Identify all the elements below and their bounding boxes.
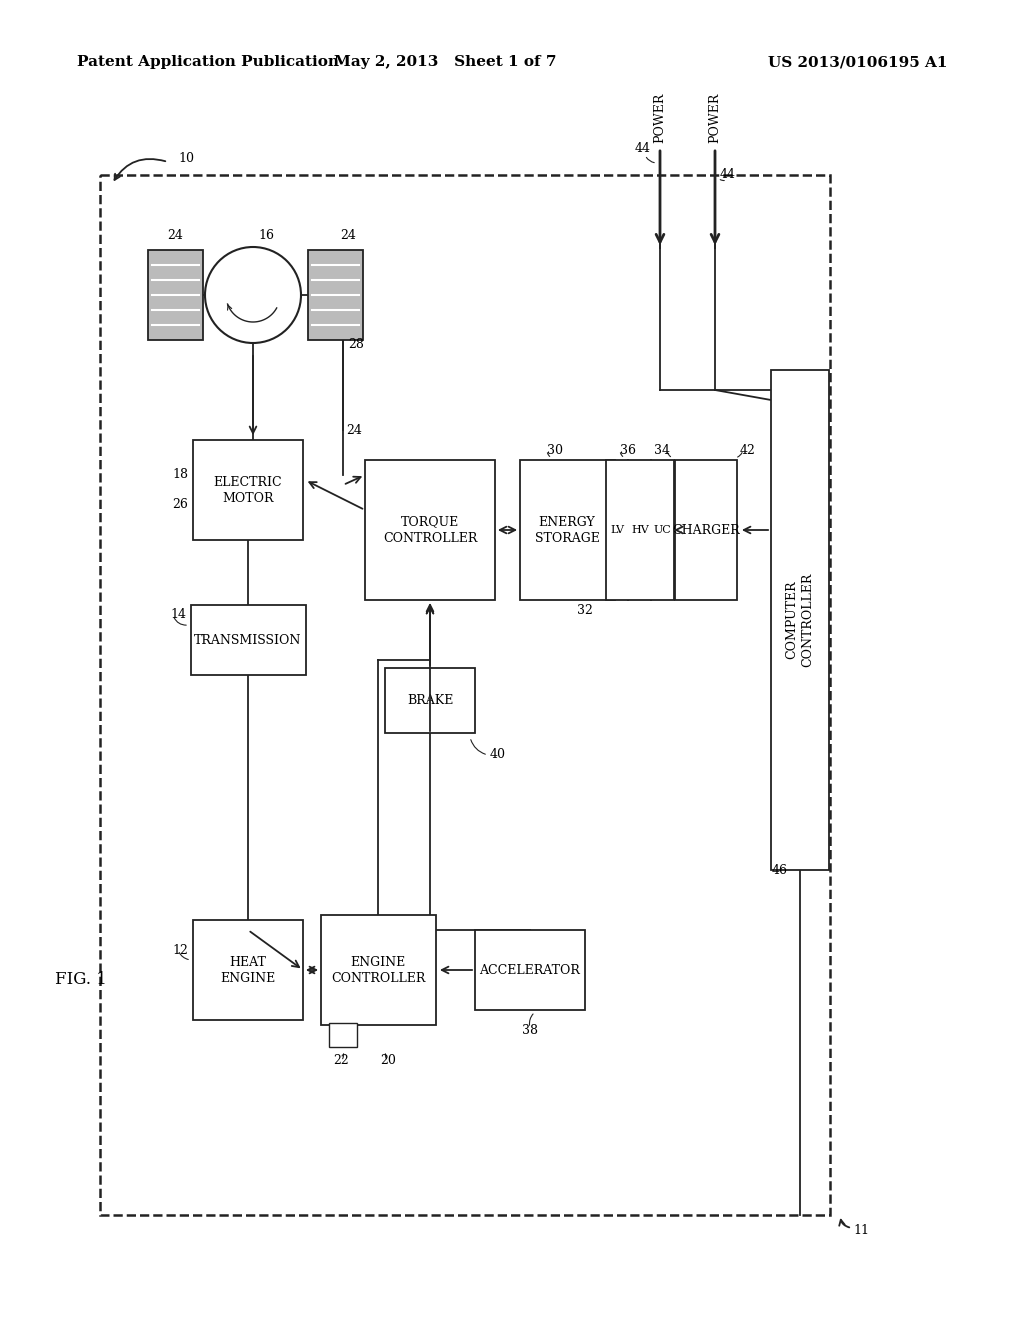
Text: 11: 11 [853, 1224, 869, 1237]
Text: 10: 10 [178, 152, 194, 165]
FancyBboxPatch shape [385, 668, 475, 733]
Text: FIG. 1: FIG. 1 [55, 972, 106, 989]
FancyBboxPatch shape [193, 440, 303, 540]
Text: 24: 24 [340, 228, 356, 242]
Text: 42: 42 [740, 444, 756, 457]
Text: 44: 44 [720, 169, 736, 181]
Text: 24: 24 [167, 228, 183, 242]
Text: 46: 46 [772, 863, 788, 876]
Text: May 2, 2013   Sheet 1 of 7: May 2, 2013 Sheet 1 of 7 [334, 55, 557, 70]
Text: 12: 12 [172, 944, 188, 957]
Text: US 2013/0106195 A1: US 2013/0106195 A1 [768, 55, 947, 70]
FancyBboxPatch shape [771, 370, 829, 870]
Text: ENERGY
STORAGE: ENERGY STORAGE [535, 516, 599, 544]
Text: 40: 40 [490, 748, 506, 762]
Text: 14: 14 [170, 609, 186, 622]
FancyBboxPatch shape [606, 459, 674, 601]
Text: Patent Application Publication: Patent Application Publication [77, 55, 339, 70]
Text: 26: 26 [172, 499, 188, 511]
Text: 16: 16 [258, 228, 274, 242]
FancyBboxPatch shape [475, 931, 585, 1010]
FancyBboxPatch shape [675, 459, 737, 601]
Text: TORQUE
CONTROLLER: TORQUE CONTROLLER [383, 516, 477, 544]
Text: ELECTRIC
MOTOR: ELECTRIC MOTOR [214, 475, 283, 504]
Text: 18: 18 [172, 469, 188, 482]
Text: ENGINE
CONTROLLER: ENGINE CONTROLLER [331, 956, 425, 985]
Text: 22: 22 [333, 1055, 349, 1068]
Text: HEAT
ENGINE: HEAT ENGINE [220, 956, 275, 985]
FancyBboxPatch shape [519, 459, 614, 601]
Text: TRANSMISSION: TRANSMISSION [195, 634, 302, 647]
Text: HV: HV [631, 525, 649, 535]
FancyBboxPatch shape [148, 249, 203, 341]
Text: 38: 38 [522, 1023, 538, 1036]
Text: UC: UC [653, 525, 671, 535]
Text: BRAKE: BRAKE [407, 693, 454, 706]
FancyBboxPatch shape [321, 915, 435, 1026]
Text: ACCELERATOR: ACCELERATOR [479, 964, 581, 977]
Text: 28: 28 [348, 338, 364, 351]
FancyBboxPatch shape [193, 920, 303, 1020]
Text: 34: 34 [654, 444, 670, 457]
Text: 32: 32 [577, 603, 593, 616]
FancyBboxPatch shape [308, 249, 362, 341]
Text: COMPUTER
CONTROLLER: COMPUTER CONTROLLER [785, 573, 814, 667]
Text: LV: LV [610, 525, 624, 535]
FancyBboxPatch shape [329, 1023, 357, 1047]
FancyBboxPatch shape [190, 605, 305, 675]
Text: 36: 36 [620, 444, 636, 457]
Text: CHARGER: CHARGER [672, 524, 740, 536]
Text: POWER: POWER [709, 92, 722, 143]
FancyBboxPatch shape [365, 459, 495, 601]
Text: 30: 30 [547, 444, 563, 457]
Text: 20: 20 [380, 1055, 396, 1068]
Text: 44: 44 [635, 141, 651, 154]
Text: 24: 24 [346, 424, 361, 437]
Text: POWER: POWER [653, 92, 667, 143]
